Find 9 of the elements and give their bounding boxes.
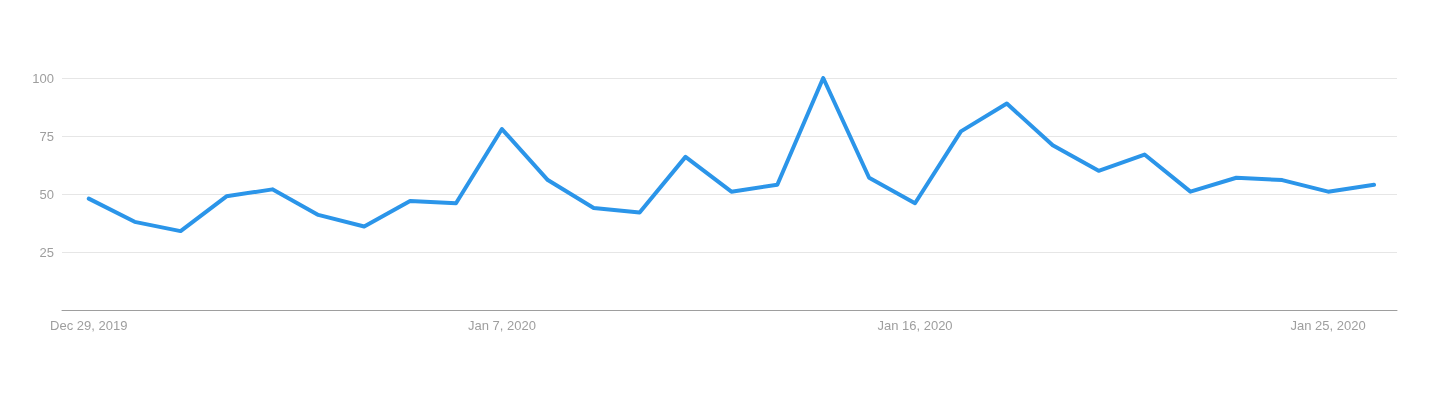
y-tick-label: 25 (39, 244, 54, 260)
y-tick-label: 50 (39, 186, 54, 202)
y-tick-label: 100 (32, 70, 54, 86)
x-tick-label: Jan 25, 2020 (1290, 318, 1366, 333)
x-tick-label: Jan 16, 2020 (877, 318, 953, 333)
x-tick-label: Dec 29, 2019 (50, 318, 128, 333)
x-tick-label: Jan 7, 2020 (467, 318, 536, 333)
y-tick-label: 75 (39, 128, 54, 144)
line-series (86, 76, 1377, 234)
